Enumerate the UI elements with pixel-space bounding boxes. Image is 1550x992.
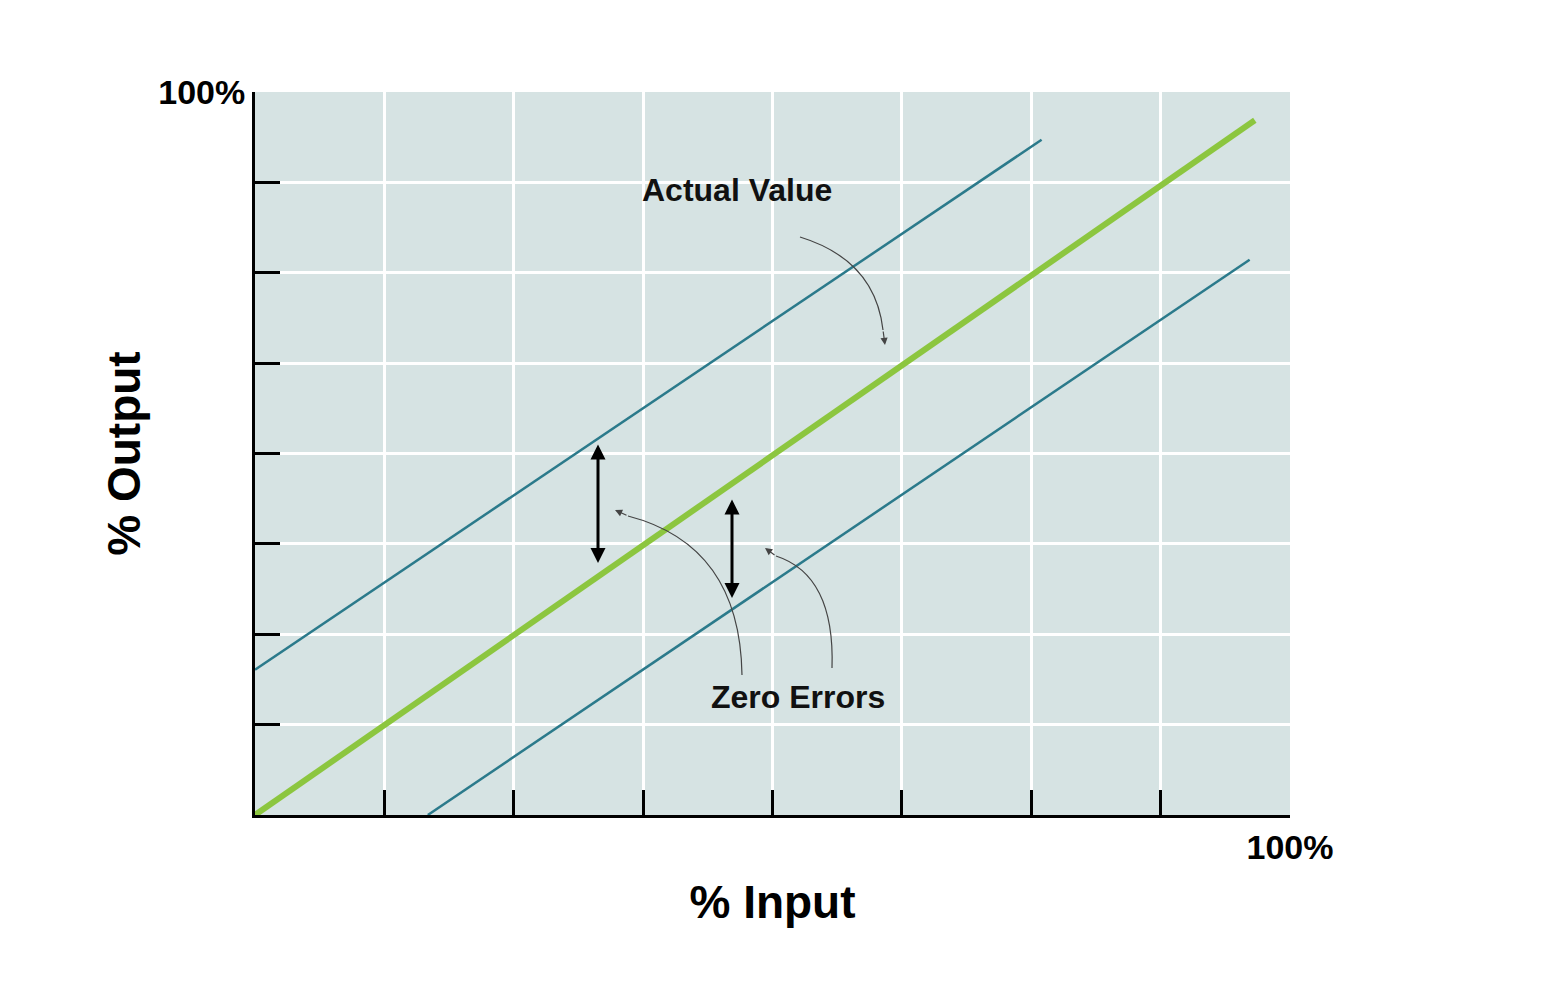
svg-text:Zero Errors: Zero Errors xyxy=(711,679,885,715)
svg-text:Actual Value: Actual Value xyxy=(642,172,832,208)
svg-text:% Input: % Input xyxy=(689,876,855,928)
svg-text:100%: 100% xyxy=(1247,828,1334,866)
svg-text:% Output: % Output xyxy=(98,351,150,555)
svg-text:100%: 100% xyxy=(158,73,245,111)
